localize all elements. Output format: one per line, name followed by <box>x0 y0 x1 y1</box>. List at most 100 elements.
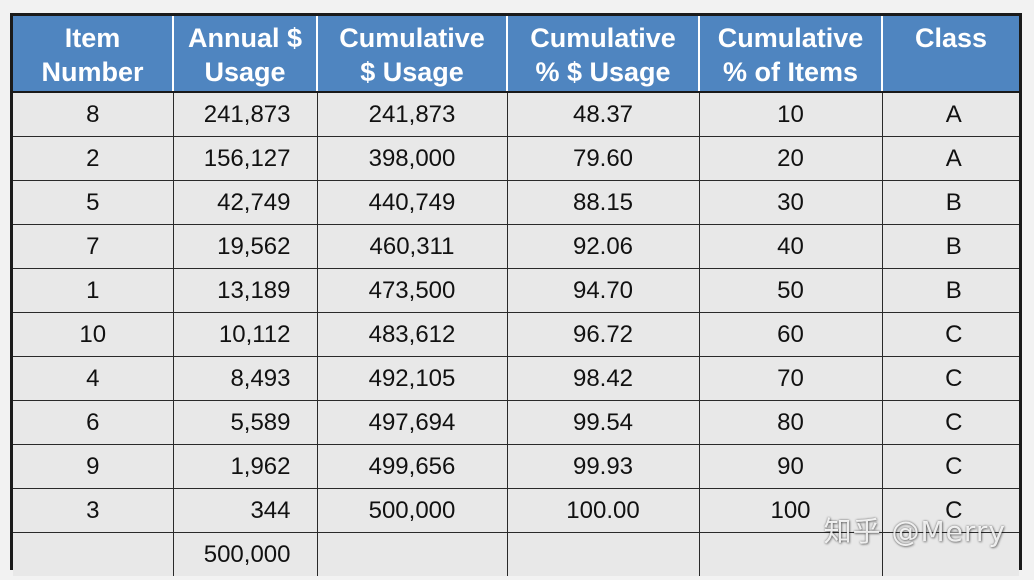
cell-annual-usage: 13,189 <box>173 268 318 313</box>
cell-item-number: 9 <box>13 444 174 489</box>
header-line: Annual $ <box>187 23 302 53</box>
cell-cumulative-pct-usage: 96.72 <box>507 312 700 357</box>
total-cell-empty <box>507 532 700 576</box>
cell-item-number: 7 <box>13 224 174 269</box>
cell-cumulative-pct-items: 20 <box>699 136 883 181</box>
cell-annual-usage: 10,112 <box>173 312 318 357</box>
cell-cumulative-usage: 483,612 <box>317 312 508 357</box>
total-cell-empty <box>317 532 508 576</box>
cell-cumulative-usage: 492,105 <box>317 356 508 401</box>
cell-class: B <box>882 180 1019 225</box>
cell-cumulative-pct-items: 100 <box>699 488 883 533</box>
total-cell-empty <box>882 532 1019 576</box>
header-line: Cumulative <box>717 23 864 53</box>
cell-item-number: 3 <box>13 488 174 533</box>
cell-annual-usage: 241,873 <box>173 92 318 137</box>
cell-class: C <box>882 356 1019 401</box>
header-line: Number <box>41 57 144 87</box>
cell-cumulative-pct-items: 80 <box>699 400 883 445</box>
table-row: 8 241,873 241,873 48.37 10 A <box>13 92 1019 137</box>
cell-cumulative-pct-items: 30 <box>699 180 883 225</box>
table-row: 6 5,589 497,694 99.54 80 C <box>13 400 1019 445</box>
cell-annual-usage: 19,562 <box>173 224 318 269</box>
header-line: Class <box>914 23 988 53</box>
cell-class: A <box>882 136 1019 181</box>
header-line: % of Items <box>722 57 859 87</box>
cell-item-number: 4 <box>13 356 174 401</box>
total-annual-usage: 500,000 <box>173 532 318 576</box>
cell-cumulative-pct-items: 40 <box>699 224 883 269</box>
header-line: Usage <box>204 57 286 87</box>
cell-annual-usage: 42,749 <box>173 180 318 225</box>
abc-analysis-table: Item Number Annual $ Usage Cumulative $ … <box>13 16 1019 576</box>
cell-cumulative-pct-usage: 98.42 <box>507 356 700 401</box>
table-row: 2 156,127 398,000 79.60 20 A <box>13 136 1019 181</box>
cell-annual-usage: 344 <box>173 488 318 533</box>
cell-cumulative-pct-items: 90 <box>699 444 883 489</box>
cell-annual-usage: 156,127 <box>173 136 318 181</box>
total-cell-empty <box>13 532 174 576</box>
cell-item-number: 1 <box>13 268 174 313</box>
header-line: Cumulative <box>530 23 676 53</box>
cell-cumulative-pct-items: 60 <box>699 312 883 357</box>
cell-item-number: 5 <box>13 180 174 225</box>
total-row: 500,000 <box>13 532 1019 576</box>
cell-class: C <box>882 400 1019 445</box>
cell-cumulative-pct-usage: 99.54 <box>507 400 700 445</box>
header-line: % $ Usage <box>535 57 671 87</box>
cell-class: B <box>882 268 1019 313</box>
header-item-number: Item Number <box>13 16 174 93</box>
header-cumulative-usage: Cumulative $ Usage <box>317 16 508 93</box>
table-row: 5 42,749 440,749 88.15 30 B <box>13 180 1019 225</box>
cell-item-number: 2 <box>13 136 174 181</box>
cell-cumulative-pct-usage: 94.70 <box>507 268 700 313</box>
table-body: 8 241,873 241,873 48.37 10 A 2 156,127 398,000 79… <box>13 92 1019 576</box>
cell-class: B <box>882 224 1019 269</box>
header-cumulative-pct-items: Cumulative % of Items <box>699 16 883 93</box>
abc-table-frame: Item Number Annual $ Usage Cumulative $ … <box>10 13 1022 576</box>
cell-annual-usage: 5,589 <box>173 400 318 445</box>
header-line: Cumulative <box>339 23 485 53</box>
cell-cumulative-usage: 460,311 <box>317 224 508 269</box>
cell-cumulative-usage: 499,656 <box>317 444 508 489</box>
cell-cumulative-usage: 473,500 <box>317 268 508 313</box>
cell-class: C <box>882 488 1019 533</box>
header-class: Class <box>882 16 1019 93</box>
cell-cumulative-usage: 497,694 <box>317 400 508 445</box>
cell-cumulative-pct-usage: 100.00 <box>507 488 700 533</box>
header-line: $ Usage <box>360 57 464 87</box>
cell-cumulative-pct-items: 50 <box>699 268 883 313</box>
cell-cumulative-usage: 398,000 <box>317 136 508 181</box>
header-line: Item <box>64 23 121 53</box>
cell-item-number: 10 <box>13 312 174 357</box>
cell-cumulative-usage: 500,000 <box>317 488 508 533</box>
cell-class: C <box>882 444 1019 489</box>
table-row: 1 13,189 473,500 94.70 50 B <box>13 268 1019 313</box>
cell-cumulative-pct-usage: 48.37 <box>507 92 700 137</box>
header-cumulative-pct-usage: Cumulative % $ Usage <box>507 16 700 93</box>
cell-item-number: 8 <box>13 92 174 137</box>
table-row: 10 10,112 483,612 96.72 60 C <box>13 312 1019 357</box>
cell-annual-usage: 8,493 <box>173 356 318 401</box>
cell-cumulative-usage: 440,749 <box>317 180 508 225</box>
watermark-text: 知乎 @Merry <box>823 515 1006 548</box>
cell-cumulative-pct-usage: 79.60 <box>507 136 700 181</box>
cell-cumulative-pct-items: 70 <box>699 356 883 401</box>
table-row: 9 1,962 499,656 99.93 90 C <box>13 444 1019 489</box>
header-annual-usage: Annual $ Usage <box>173 16 318 93</box>
table-row: 4 8,493 492,105 98.42 70 C <box>13 356 1019 401</box>
cell-cumulative-pct-usage: 92.06 <box>507 224 700 269</box>
cell-cumulative-pct-items: 10 <box>699 92 883 137</box>
table-row: 3 344 500,000 100.00 100 C <box>13 488 1019 533</box>
cell-cumulative-pct-usage: 99.93 <box>507 444 700 489</box>
table-row: 7 19,562 460,311 92.06 40 B <box>13 224 1019 269</box>
total-cell-empty <box>699 532 883 576</box>
cell-cumulative-usage: 241,873 <box>317 92 508 137</box>
cell-annual-usage: 1,962 <box>173 444 318 489</box>
cell-item-number: 6 <box>13 400 174 445</box>
cell-class: A <box>882 92 1019 137</box>
cell-class: C <box>882 312 1019 357</box>
table-header-row: Item Number Annual $ Usage Cumulative $ … <box>13 16 1019 93</box>
cell-cumulative-pct-usage: 88.15 <box>507 180 700 225</box>
